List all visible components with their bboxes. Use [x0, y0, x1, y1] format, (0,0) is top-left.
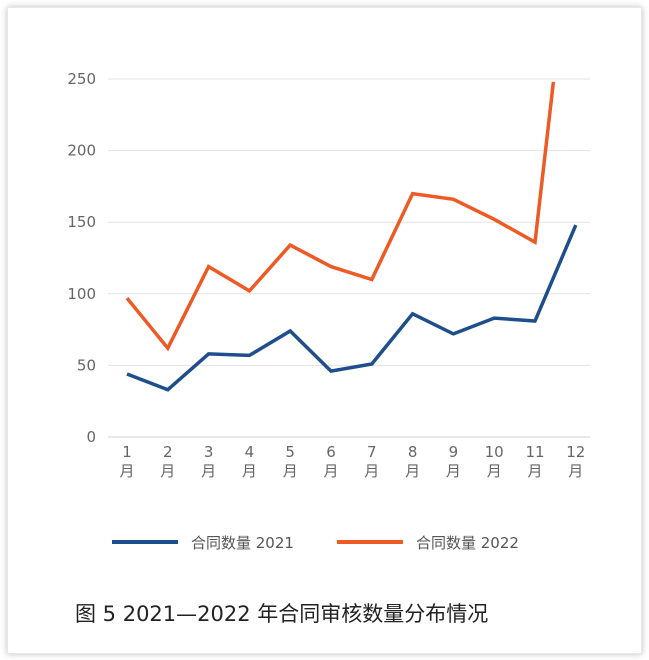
y-tick-label: 0	[86, 428, 96, 446]
x-axis: 1 月 2 月 3 月 4 月 5 月 6 月 7 月 8 月 9 月 10 月 11 月 12 月	[119, 443, 585, 480]
y-tick-label: 50	[77, 356, 96, 374]
x-tick-label: 10 月	[485, 443, 504, 480]
legend-label-2022: 合同数量 2022	[416, 534, 519, 552]
y-tick-label: 250	[67, 70, 96, 88]
plot-area	[125, 81, 578, 392]
y-tick-label: 200	[67, 142, 96, 160]
y-axis: 0 50 100 150 200 250	[67, 70, 96, 446]
y-tick-label: 100	[67, 285, 96, 303]
gridlines	[108, 78, 590, 438]
chart-card	[7, 7, 642, 654]
x-tick-label: 11 月	[525, 443, 544, 480]
figure-caption: 图 5 2021—2022 年合同审核数量分布情况	[75, 602, 488, 626]
legend-label-2021: 合同数量 2021	[191, 534, 294, 552]
series-line-2021	[126, 224, 578, 392]
series-line-2022	[125, 81, 556, 352]
legend: 合同数量 2021 合同数量 2022	[112, 534, 519, 552]
y-tick-label: 150	[67, 213, 96, 231]
x-tick-label: 12 月	[566, 443, 585, 480]
